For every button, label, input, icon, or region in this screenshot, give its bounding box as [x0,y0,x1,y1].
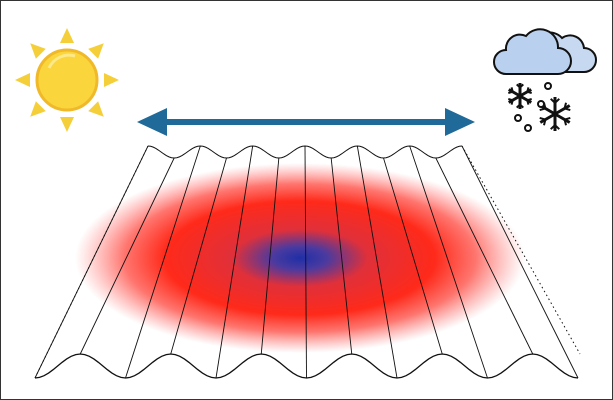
snowflake-branch [564,116,571,121]
corrugation-line [304,145,307,379]
snowflake-branch [508,90,513,94]
snowflake-branch [510,87,514,93]
corrugation-line [409,145,488,379]
corrugation-line [125,145,201,379]
corrugated-sheet [34,145,581,379]
snow-dot [524,124,532,132]
sun-ray [88,43,104,59]
sheet-side [461,145,581,355]
corrugation-line [383,157,443,355]
snowflake-branch [510,99,514,105]
corrugation-line [435,157,534,355]
snowflake-branch [543,119,547,126]
snow-dot [514,114,522,122]
arrow-shaft [160,119,455,125]
snowflake-branch [519,103,524,109]
snowflake-branch [516,83,521,89]
snowflake-branch [550,124,556,130]
sun-ray [30,43,46,59]
sun [15,28,119,132]
arrow-head-right [445,108,475,136]
sun-ray [15,73,30,87]
snowflake-branch [519,83,524,89]
snowflakes [507,83,571,131]
snowflake-branch [539,116,546,121]
snowflake-branch [508,98,513,102]
corrugation-line [260,157,280,355]
heat-map [75,163,525,353]
snowflake-branch [539,107,546,112]
sun-shine [47,53,76,69]
sun-ray [104,73,119,87]
snowflake-branch [563,119,567,126]
sheet-bottom-edge [34,353,579,379]
snowflake-branch [526,99,530,105]
sun-disc [35,48,99,112]
corrugation-line [215,145,254,379]
snowflake-branch [554,124,560,130]
snow-cloud [493,28,597,132]
sun-ray [30,101,46,117]
sun-ray [88,101,104,117]
corrugation-line [170,157,227,355]
snowflake-branch [554,98,560,104]
corrugation-line [461,145,579,379]
snowflake-branch [526,87,530,93]
sun-ray [60,28,74,43]
sheet-top-edge [147,145,463,159]
snowflake-branch [563,102,567,109]
snowflake-branch [564,107,571,112]
sun-rays [15,28,119,132]
snowflake-branch [516,103,521,109]
corrugation-line [34,145,149,379]
corrugation-line [79,157,175,355]
corrugation-line [356,145,398,379]
corrugation-line [330,157,353,355]
snow-dot [537,100,545,108]
snowflake-branch [550,98,556,104]
cloud-front [493,28,572,75]
arrow-head-left [137,108,167,136]
double-arrow [137,108,475,136]
sun-ray [60,117,74,132]
snow-dot [544,82,552,90]
snowflake-branch [527,98,532,102]
snowflake-branch [527,90,532,94]
